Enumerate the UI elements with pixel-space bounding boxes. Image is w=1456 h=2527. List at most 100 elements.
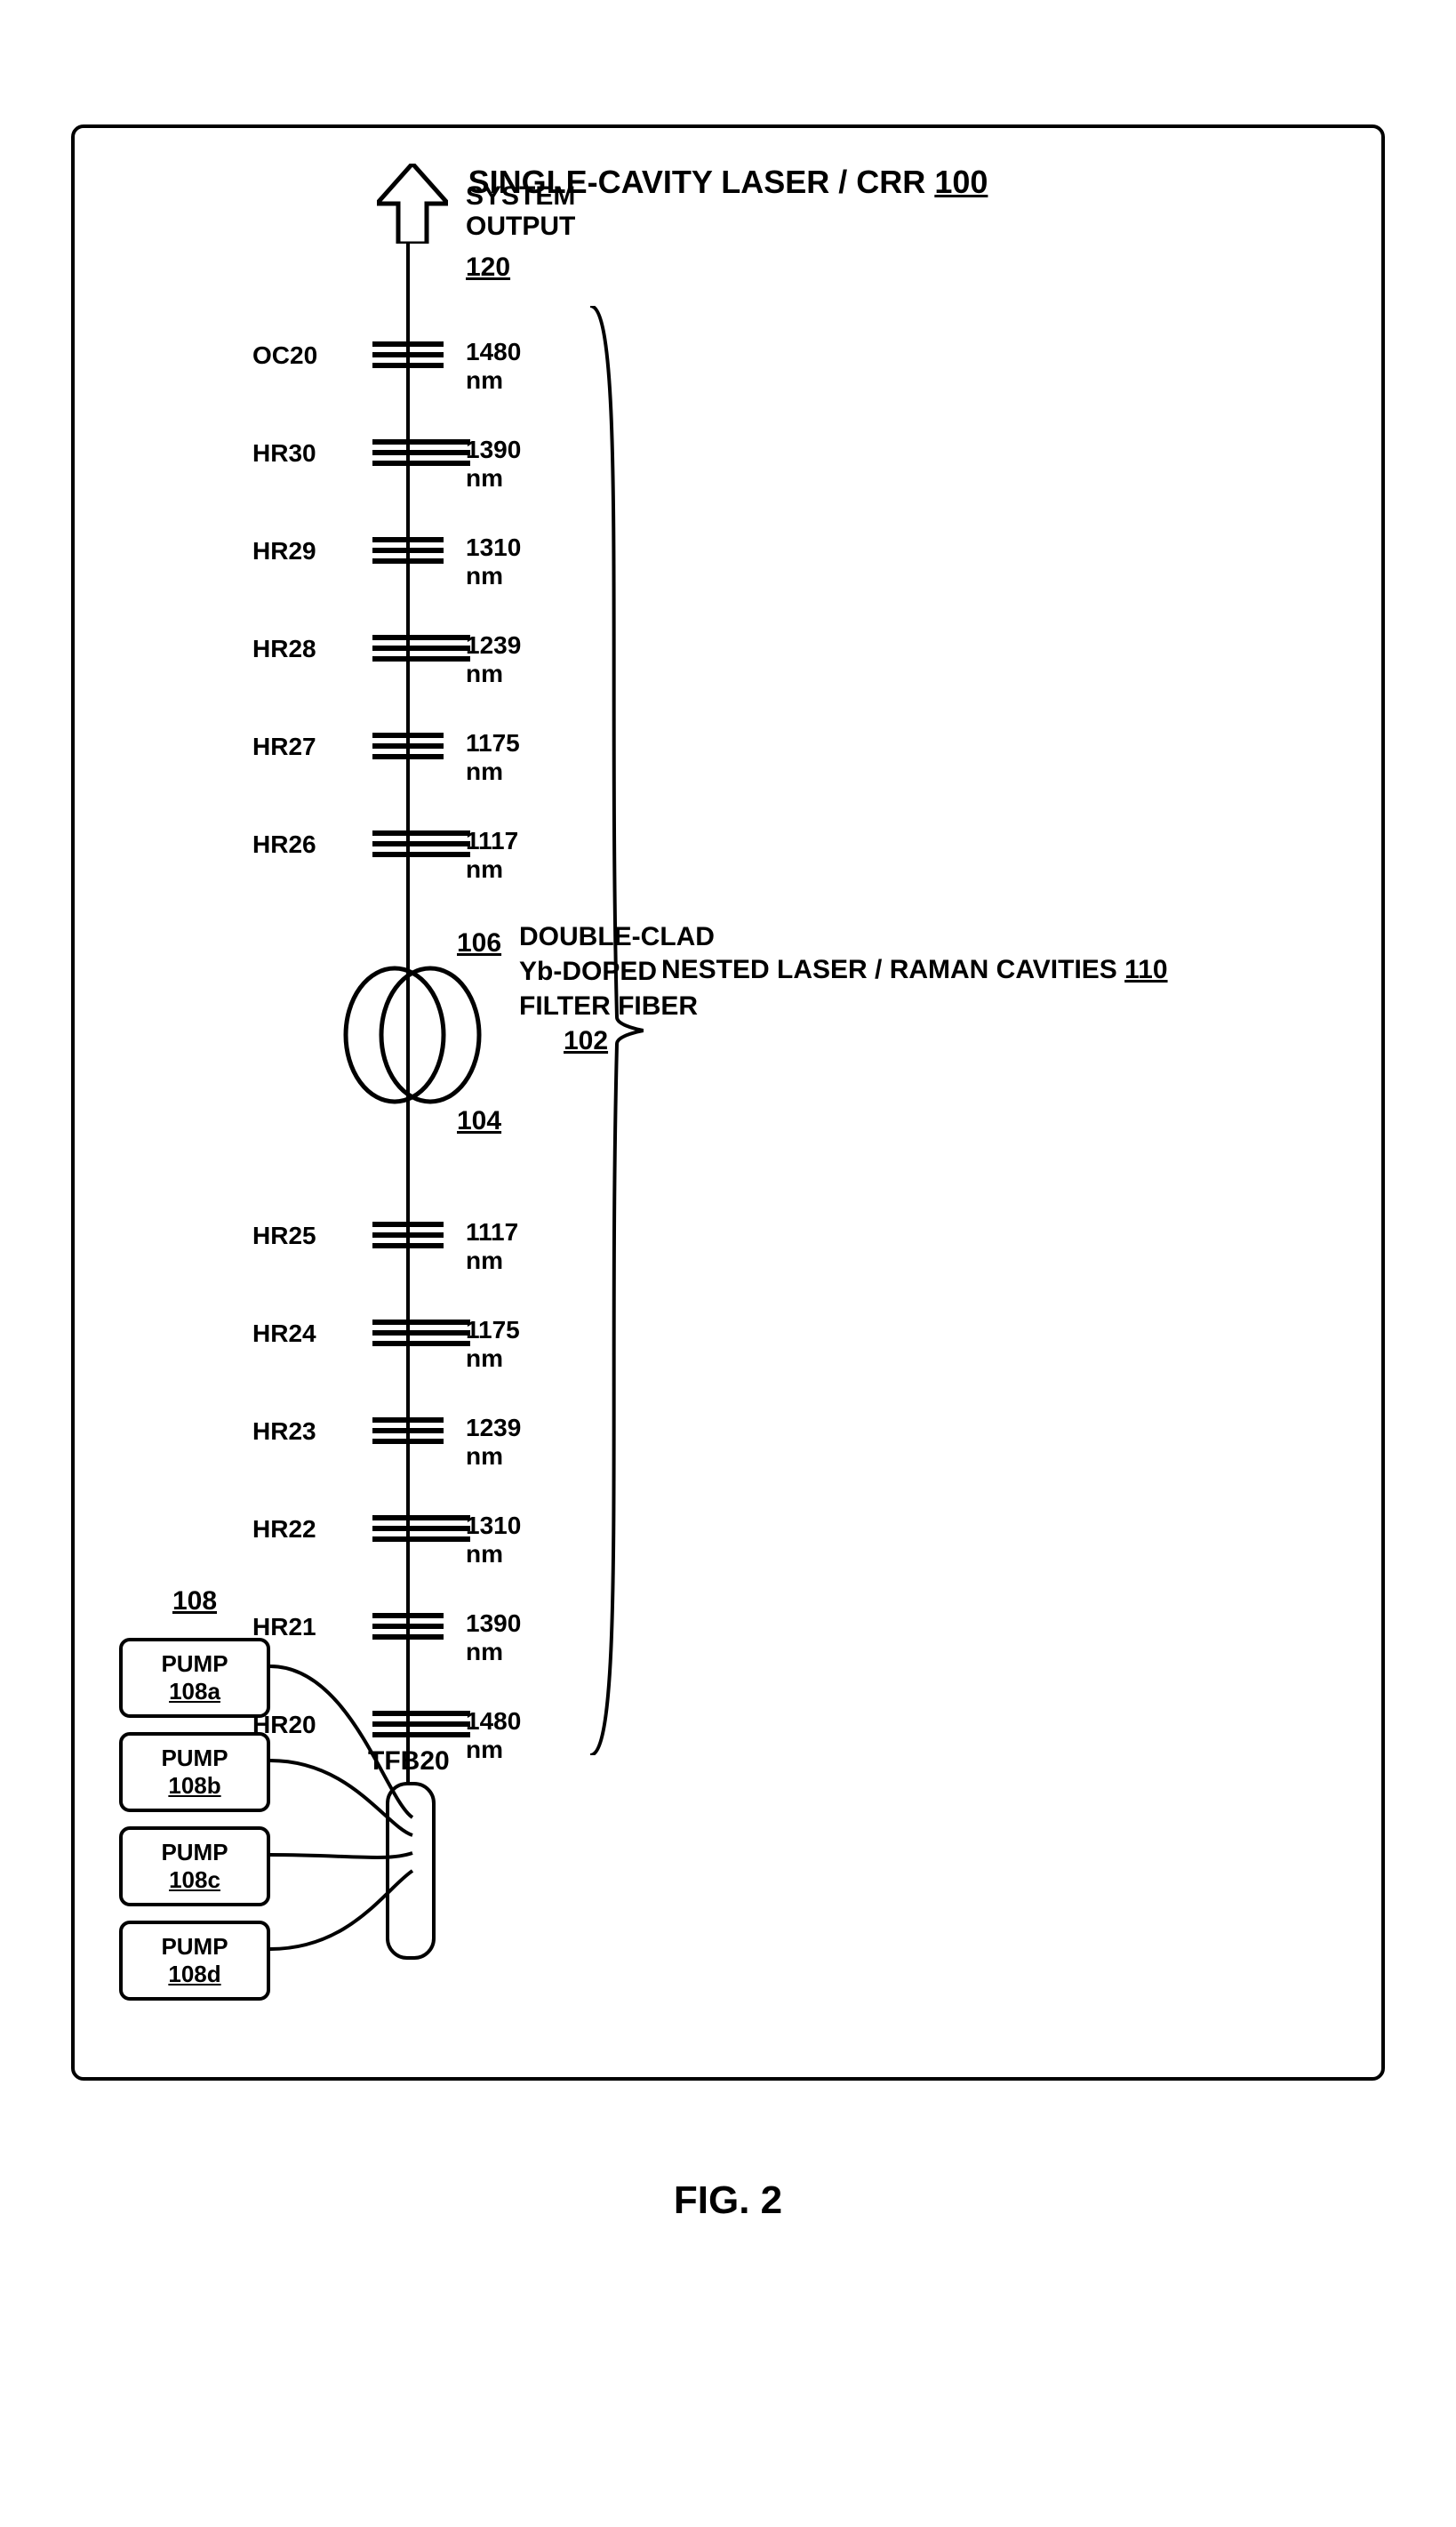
grating-tick <box>372 1222 444 1227</box>
grating-id: HR21 <box>252 1613 316 1641</box>
pump-ref: 108a <box>169 1678 220 1705</box>
output-arrow-icon <box>377 164 448 244</box>
grating-wavelength: 1175nm <box>466 1316 520 1373</box>
grating-tick <box>372 461 470 466</box>
pump-label: PUMP <box>161 1650 228 1678</box>
grating-tick <box>372 1341 470 1346</box>
grating-wavelength: 1175nm <box>466 729 520 786</box>
grating-tick <box>372 754 444 759</box>
grating-tick <box>372 1536 470 1542</box>
grating-tick <box>372 1428 444 1433</box>
grating-id: HR23 <box>252 1417 316 1446</box>
figure-label: FIG. 2 <box>674 2178 782 2223</box>
grating-tick <box>372 841 470 846</box>
grating-tick <box>372 1320 470 1325</box>
grating-id: OC20 <box>252 341 317 370</box>
pump-box: PUMP108a <box>119 1638 270 1718</box>
output-label-l2: OUTPUT <box>466 212 575 241</box>
grating-tick <box>372 1439 444 1444</box>
pump-label: PUMP <box>161 1745 228 1772</box>
grating-tick <box>372 1711 470 1716</box>
grating-wavelength: 1239nm <box>466 631 521 688</box>
main-title-ref: 100 <box>934 164 988 200</box>
grating-id: HR20 <box>252 1711 316 1739</box>
grating-tick <box>372 1330 470 1336</box>
grating-id: HR22 <box>252 1515 316 1544</box>
grating-tick <box>372 537 444 542</box>
grating-tick <box>372 341 444 347</box>
pump-ref: 108d <box>168 1961 220 1988</box>
filter-fiber-loop-icon <box>341 964 484 1106</box>
grating <box>372 830 470 857</box>
nested-cavities-label: NESTED LASER / RAMAN CAVITIES 110 <box>661 955 1195 985</box>
grating <box>372 1320 470 1346</box>
grating-tick <box>372 1243 444 1248</box>
grating <box>372 1222 444 1248</box>
grating-tick <box>372 852 470 857</box>
diagram-frame: SINGLE-CAVITY LASER / CRR 100 SYSTEM OUT… <box>71 124 1385 2081</box>
pump-box: PUMP108c <box>119 1826 270 1906</box>
nested-text: NESTED LASER / RAMAN CAVITIES <box>661 955 1124 984</box>
grating-id: HR30 <box>252 439 316 468</box>
grating-tick <box>372 1624 444 1629</box>
grating-tick <box>372 548 444 553</box>
output-label-l1: SYSTEM <box>466 181 575 211</box>
pump-fanin-lines <box>270 1640 430 1995</box>
grating-wavelength: 1480nm <box>466 1707 521 1764</box>
grating-id: HR26 <box>252 830 316 859</box>
grating-tick <box>372 558 444 564</box>
grating-wavelength: 1117nm <box>466 1218 518 1275</box>
grating-wavelength: 1310nm <box>466 1512 521 1568</box>
grating-tick <box>372 1634 444 1640</box>
grating <box>372 341 444 368</box>
grating-tick <box>372 1613 444 1618</box>
grating-tick <box>372 450 470 455</box>
grating-tick <box>372 830 470 836</box>
grating-wavelength: 1117nm <box>466 827 518 884</box>
grating-tick <box>372 1515 470 1520</box>
grating-tick <box>372 363 444 368</box>
grating-id: HR24 <box>252 1320 316 1348</box>
grating <box>372 1613 444 1640</box>
grating-wavelength: 1310nm <box>466 533 521 590</box>
output-ref: 120 <box>466 253 510 283</box>
pump-ref: 108b <box>168 1772 220 1800</box>
grating-wavelength: 1390nm <box>466 1609 521 1666</box>
nested-ref: 110 <box>1124 955 1167 984</box>
main-title: SINGLE-CAVITY LASER / CRR 100 <box>101 164 1355 201</box>
grating <box>372 1417 444 1444</box>
grating-id: HR25 <box>252 1222 316 1250</box>
pump-group-ref: 108 <box>119 1586 270 1616</box>
grating <box>372 1711 470 1737</box>
grating-id: HR28 <box>252 635 316 663</box>
grating <box>372 733 444 759</box>
fiber-end-in-ref: 104 <box>457 1106 501 1136</box>
output-label: SYSTEM OUTPUT <box>466 181 575 242</box>
grating-tick <box>372 733 444 738</box>
grating-tick <box>372 656 470 662</box>
pump-ref: 108c <box>169 1866 220 1894</box>
grating-id: HR27 <box>252 733 316 761</box>
grating-tick <box>372 1417 444 1423</box>
pump-group: 108 PUMP108aPUMP108bPUMP108cPUMP108d <box>119 1586 270 2001</box>
grating-id: HR29 <box>252 537 316 566</box>
pump-list: PUMP108aPUMP108bPUMP108cPUMP108d <box>119 1638 270 2001</box>
grating <box>372 1515 470 1542</box>
pump-box: PUMP108b <box>119 1732 270 1812</box>
grating-tick <box>372 1721 470 1727</box>
grating <box>372 635 470 662</box>
grating <box>372 439 470 466</box>
nested-brace-icon <box>590 306 644 1755</box>
grating-tick <box>372 1732 470 1737</box>
pump-label: PUMP <box>161 1839 228 1866</box>
grating-wavelength: 1390nm <box>466 436 521 493</box>
grating-wavelength: 1239nm <box>466 1414 521 1471</box>
grating-tick <box>372 646 470 651</box>
grating-tick <box>372 743 444 749</box>
grating-tick <box>372 1526 470 1531</box>
pump-label: PUMP <box>161 1933 228 1961</box>
grating-tick <box>372 439 470 445</box>
grating-tick <box>372 635 470 640</box>
grating <box>372 537 444 564</box>
grating-tick <box>372 352 444 357</box>
